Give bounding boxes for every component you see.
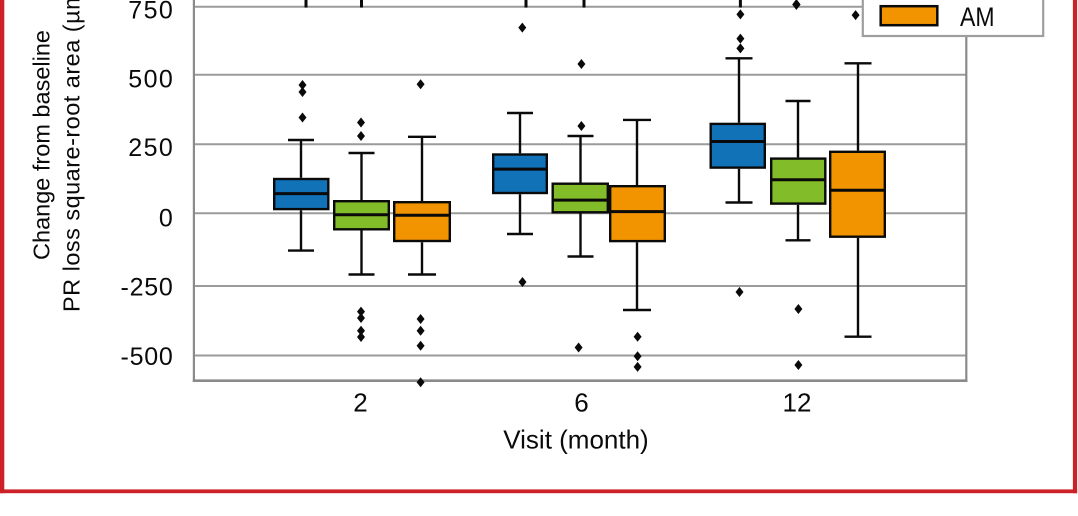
svg-text:Change from baseline: Change from baseline xyxy=(28,30,54,260)
svg-text:PR loss square-root area (µm): PR loss square-root area (µm) xyxy=(58,0,84,312)
svg-text:Visit (month): Visit (month) xyxy=(503,425,648,455)
svg-text:-250: -250 xyxy=(121,274,173,302)
svg-text:-500: -500 xyxy=(121,343,173,371)
svg-text:12: 12 xyxy=(783,388,812,418)
svg-text:AM: AM xyxy=(960,2,995,32)
svg-text:750: 750 xyxy=(128,0,173,25)
svg-text:2: 2 xyxy=(353,388,367,418)
svg-text:0: 0 xyxy=(159,204,173,232)
svg-text:500: 500 xyxy=(128,66,173,94)
svg-text:250: 250 xyxy=(128,134,173,162)
svg-text:6: 6 xyxy=(574,388,588,418)
